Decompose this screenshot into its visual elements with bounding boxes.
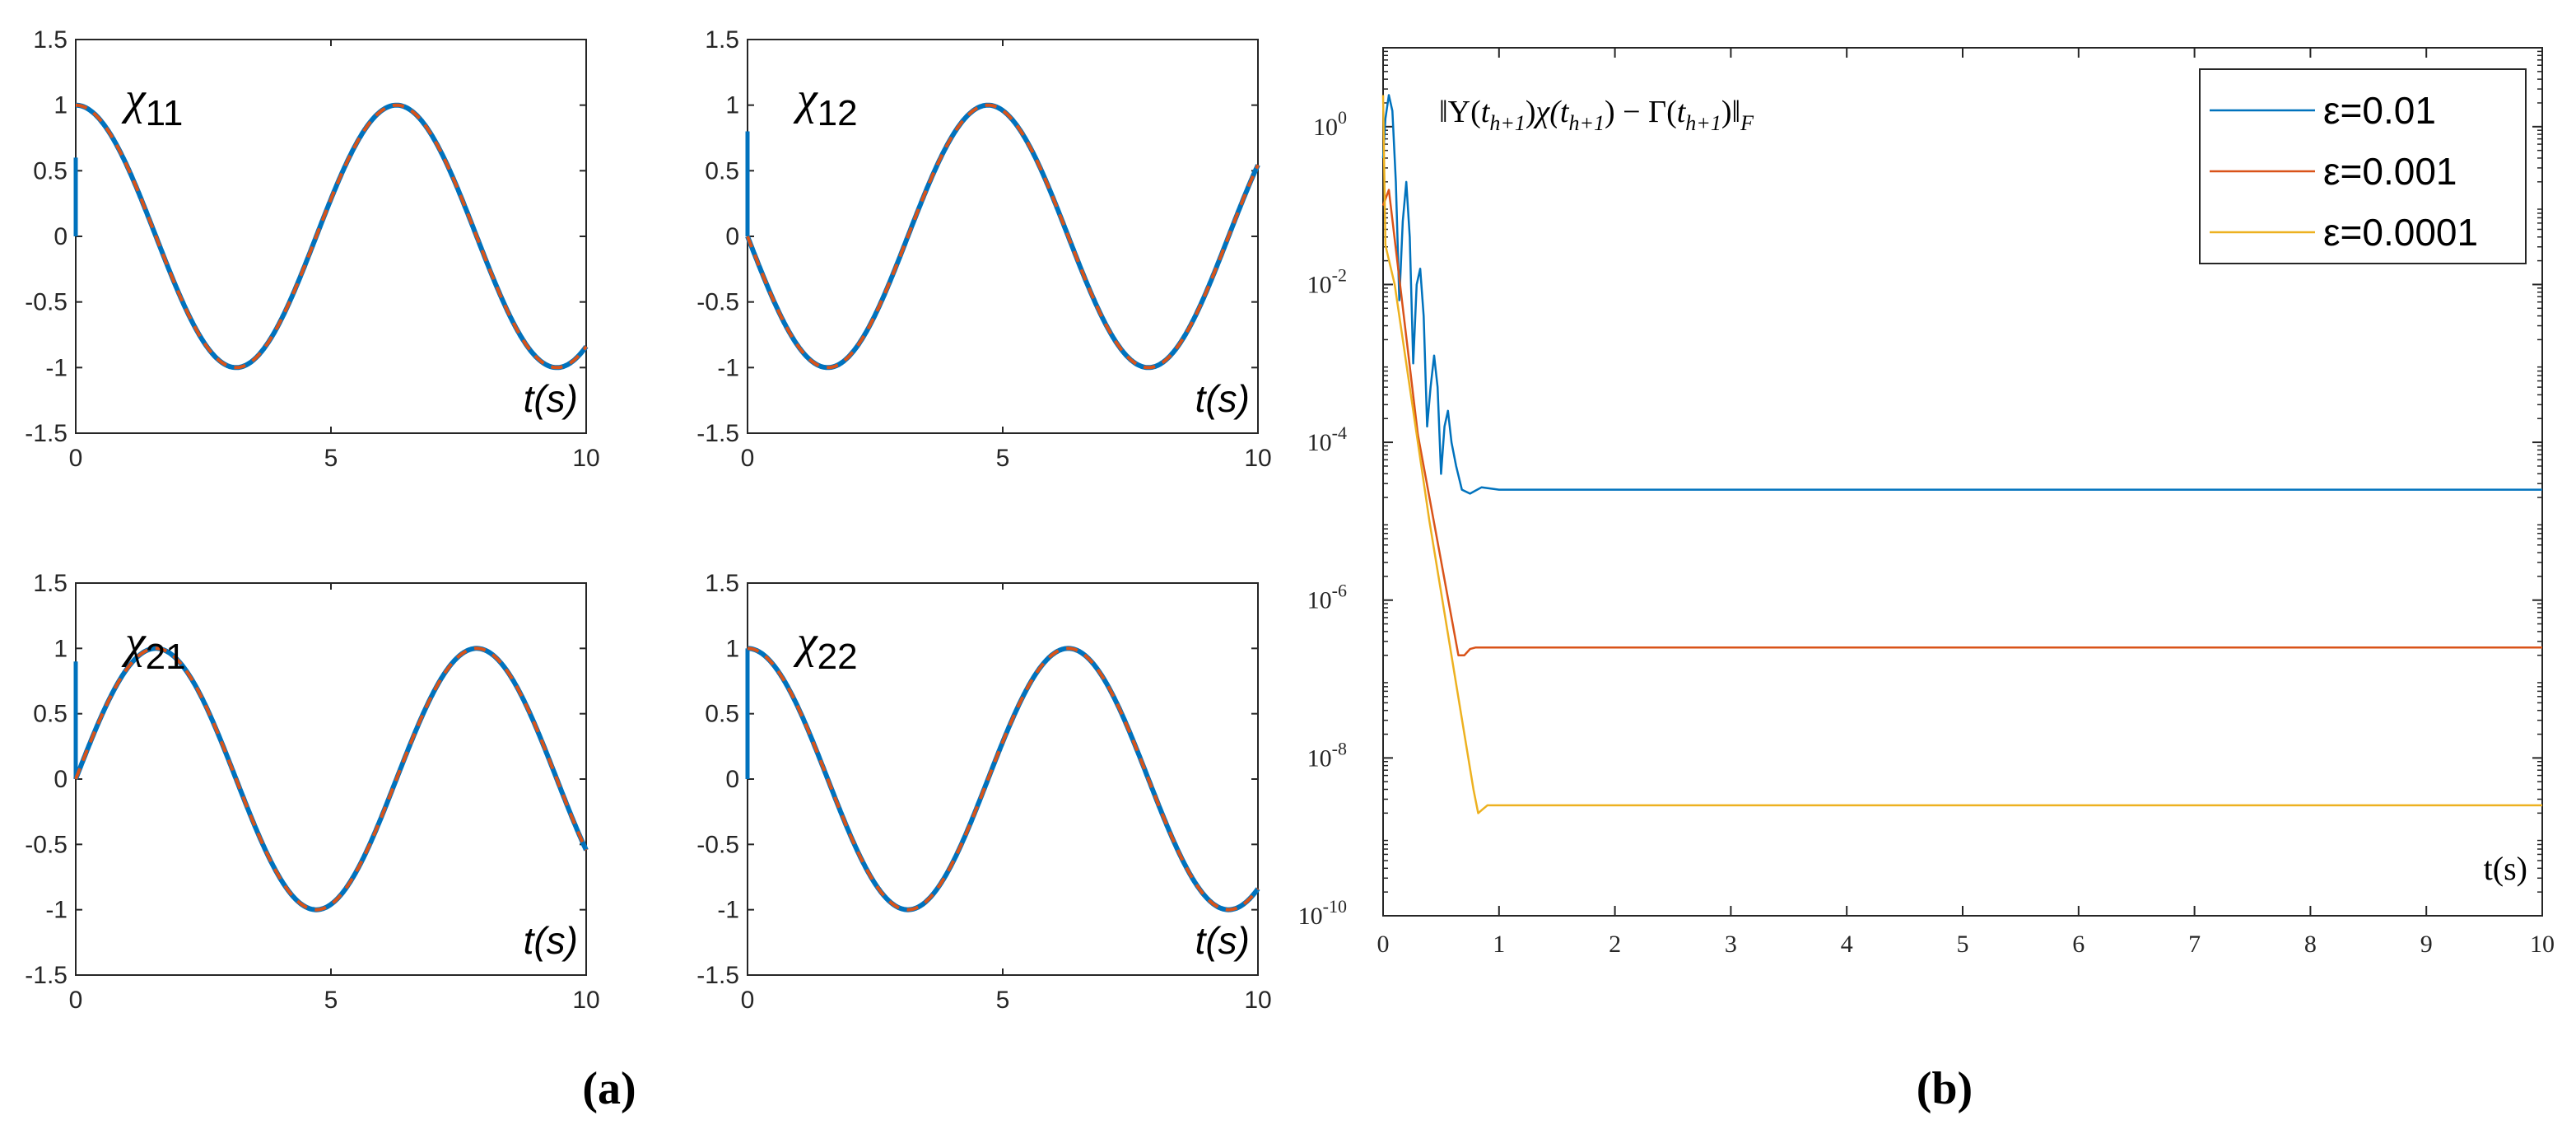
y-tick-label: -0.5 [696, 289, 739, 316]
x-tick-label: 10 [572, 987, 599, 1014]
residual-plot: 10-10 10-8 10-6 10-4 10-2 100 0 1 2 3 4 5 6 7 8 9 10 ‖Υ(t… [1298, 47, 2555, 958]
y-tick-label: 0 [725, 223, 739, 250]
y-tick-label: -1.5 [696, 420, 739, 447]
y-tick-label: -0.5 [25, 289, 68, 316]
x-tick-label: 10 [2530, 931, 2555, 958]
x-tick-label: 7 [2188, 931, 2201, 958]
panel-label-b: (b) [1917, 1063, 1973, 1114]
y-tick-label: 1 [725, 635, 739, 662]
x-axis-label: t(s) [1195, 919, 1250, 962]
y-tick-label: 10-8 [1307, 738, 1347, 772]
series-line-reference [747, 646, 1260, 912]
legend-box [2199, 68, 2527, 264]
panel-label-a: (a) [582, 1063, 636, 1114]
x-tick-label: 5 [324, 445, 338, 472]
series-line-reference [76, 103, 588, 370]
y-tick-label: 0.5 [33, 701, 68, 728]
x-tick-label: 0 [741, 445, 755, 472]
legend-label: ε=0.01 [2323, 89, 2436, 132]
legend-label: ε=0.0001 [2323, 211, 2478, 254]
x-tick-label: 8 [2304, 931, 2317, 958]
x-axis-label: t(s) [1195, 377, 1250, 420]
y-tick-label: -1.5 [25, 962, 68, 989]
axes-frame [75, 39, 587, 434]
y-tick-label: 0.5 [705, 157, 739, 184]
y-tick-label: -0.5 [25, 831, 68, 858]
norm-annotation: ‖Υ(th+1)χ(th+1) − Γ(th+1)‖F [1439, 95, 1754, 135]
x-tick-label: 2 [1609, 931, 1621, 958]
series-line-2 [1381, 189, 2542, 657]
x-tick-label: 10 [572, 445, 599, 472]
x-tick-label: 6 [2072, 931, 2085, 958]
y-tick-label: -1.5 [696, 962, 739, 989]
axes-frame [747, 582, 1259, 976]
y-tick-label: 1.5 [33, 570, 68, 597]
x-tick-label: 5 [324, 987, 338, 1014]
series-line-3 [1381, 95, 2542, 814]
y-tick-label: 0.5 [33, 157, 68, 184]
x-tick-label: 0 [69, 987, 83, 1014]
y-tick-label: -1 [45, 354, 68, 381]
x-tick-label: 9 [2420, 931, 2433, 958]
y-tick-label: -1.5 [25, 420, 68, 447]
x-axis-label: t(s) [524, 919, 578, 962]
x-tick-label: 4 [1841, 931, 1853, 958]
y-tick-label: 1 [54, 92, 68, 119]
series-line-reference [746, 103, 1260, 370]
y-tick-label: -1 [717, 897, 739, 924]
y-tick-label: 10-6 [1307, 581, 1347, 614]
series-line-reference [74, 646, 588, 912]
x-tick-label: 0 [69, 445, 83, 472]
x-tick-label: 1 [1493, 931, 1505, 958]
x-tick-label: 5 [996, 987, 1010, 1014]
x-tick-label: 3 [1725, 931, 1737, 958]
y-tick-label: 0.5 [705, 701, 739, 728]
y-tick-label: 10-10 [1298, 896, 1347, 930]
y-tick-label: 1.5 [705, 570, 739, 597]
subplot-label: χ22 [793, 617, 858, 677]
y-tick-label: 1.5 [33, 26, 68, 54]
subplot-label: χ21 [121, 617, 186, 677]
y-tick-label: 100 [1313, 107, 1347, 141]
y-tick-label: 1.5 [705, 26, 739, 54]
x-tick-label: 10 [1244, 445, 1271, 472]
subplot-label: χ12 [793, 73, 858, 133]
y-tick-label: -0.5 [696, 831, 739, 858]
y-tick-label: 0 [54, 223, 68, 250]
y-tick-label: 10-2 [1307, 264, 1347, 298]
y-tick-label: 0 [54, 766, 68, 793]
x-tick-label: 0 [1377, 931, 1390, 958]
y-tick-label: 0 [725, 766, 739, 793]
legend-label: ε=0.001 [2323, 150, 2457, 193]
y-tick-label: -1 [717, 354, 739, 381]
y-tick-label: -1 [45, 897, 68, 924]
y-tick-label: 1 [725, 92, 739, 119]
x-tick-label: 5 [1957, 931, 1969, 958]
x-axis-label: t(s) [2484, 850, 2527, 887]
y-tick-label: 10-4 [1307, 422, 1347, 456]
x-tick-label: 10 [1244, 987, 1271, 1014]
series-line-1 [1381, 94, 2542, 495]
x-tick-label: 0 [741, 987, 755, 1014]
y-tick-label: 1 [54, 635, 68, 662]
x-tick-label: 5 [996, 445, 1010, 472]
x-axis-label: t(s) [524, 377, 578, 420]
subplot-label: χ11 [121, 73, 183, 133]
